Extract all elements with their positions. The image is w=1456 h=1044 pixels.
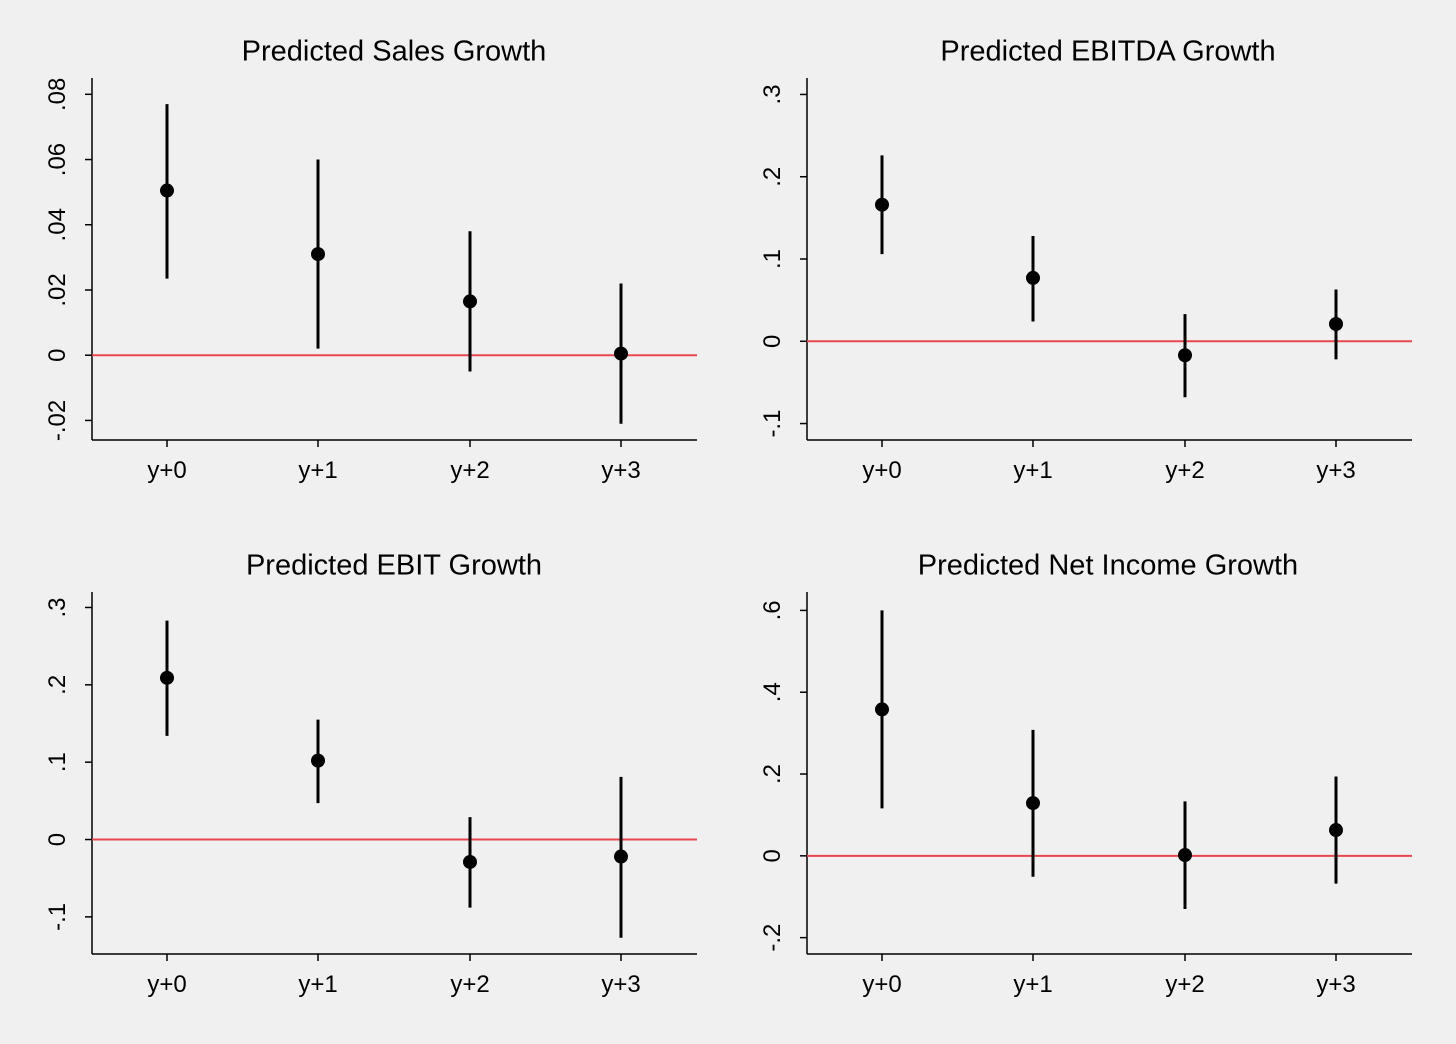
point-estimate-marker <box>1329 823 1343 838</box>
x-tick-label: y+0 <box>147 457 186 484</box>
y-tick-label: .1 <box>759 249 786 269</box>
point-estimate-marker <box>1178 848 1192 863</box>
y-tick-label: -.2 <box>759 924 786 952</box>
y-tick-label: .2 <box>44 675 71 695</box>
x-tick-label: y+3 <box>601 457 640 484</box>
x-tick-label: y+0 <box>862 457 901 484</box>
y-tick-label: .08 <box>44 78 71 111</box>
x-tick-label: y+2 <box>1165 457 1204 484</box>
point-estimate-marker <box>463 854 477 869</box>
y-tick-label: -.02 <box>44 400 71 441</box>
chart-title: Predicted EBIT Growth <box>246 550 542 582</box>
y-tick-label: .1 <box>44 752 71 772</box>
y-tick-label: -.1 <box>759 410 786 438</box>
chart-panel-2: Predicted EBITDA Growth -.1 0 .1 .2 .3 y+0 y+1 y… <box>759 36 1412 484</box>
chart-panel-1: Predicted Sales Growth -.02 0 .02 .04 .06 .08 y… <box>44 36 697 484</box>
y-tick-label: .06 <box>44 143 71 176</box>
chart-title: Predicted EBITDA Growth <box>940 36 1275 68</box>
x-tick-label: y+1 <box>1013 971 1052 998</box>
y-tick-label: 0 <box>44 833 71 846</box>
y-tick-label: .4 <box>759 682 786 702</box>
x-tick-label: y+0 <box>147 971 186 998</box>
x-tick-label: y+1 <box>298 457 337 484</box>
y-tick-label: .3 <box>44 597 71 617</box>
point-estimate-marker <box>875 702 889 717</box>
x-tick-label: y+3 <box>1316 971 1355 998</box>
y-tick-label: .02 <box>44 273 71 306</box>
point-estimate-marker <box>463 294 477 309</box>
point-estimate-marker <box>614 849 628 864</box>
y-tick-label: .04 <box>44 208 71 241</box>
y-tick-label: .3 <box>759 84 786 104</box>
y-tick-label: .6 <box>759 600 786 620</box>
y-tick-label: 0 <box>44 349 71 362</box>
point-estimate-marker <box>311 247 325 262</box>
point-estimate-marker <box>160 670 174 685</box>
x-tick-label: y+3 <box>1316 457 1355 484</box>
chart-title: Predicted Net Income Growth <box>918 550 1298 582</box>
chart-title: Predicted Sales Growth <box>242 36 547 68</box>
point-estimate-marker <box>875 197 889 212</box>
x-tick-label: y+0 <box>862 971 901 998</box>
point-estimate-marker <box>1329 316 1343 331</box>
point-estimate-marker <box>1026 796 1040 811</box>
x-tick-label: y+1 <box>298 971 337 998</box>
y-tick-label: -.1 <box>44 903 71 931</box>
x-tick-label: y+2 <box>450 971 489 998</box>
point-estimate-marker <box>160 183 174 198</box>
y-tick-label: 0 <box>759 335 786 348</box>
y-tick-label: .2 <box>759 764 786 784</box>
x-tick-label: y+1 <box>1013 457 1052 484</box>
point-estimate-marker <box>1026 270 1040 285</box>
chart-panel-4: Predicted Net Income Growth -.2 0 .2 .4 .6 y+0… <box>759 550 1412 998</box>
x-tick-label: y+3 <box>601 971 640 998</box>
x-tick-label: y+2 <box>450 457 489 484</box>
x-tick-label: y+2 <box>1165 971 1204 998</box>
y-tick-label: 0 <box>759 849 786 862</box>
point-estimate-marker <box>1178 348 1192 363</box>
point-estimate-marker <box>614 346 628 361</box>
point-estimate-marker <box>311 753 325 768</box>
chart-panel-3: Predicted EBIT Growth -.1 0 .1 .2 .3 y+0 y+1 y+2… <box>44 550 697 998</box>
y-tick-label: .2 <box>759 167 786 187</box>
